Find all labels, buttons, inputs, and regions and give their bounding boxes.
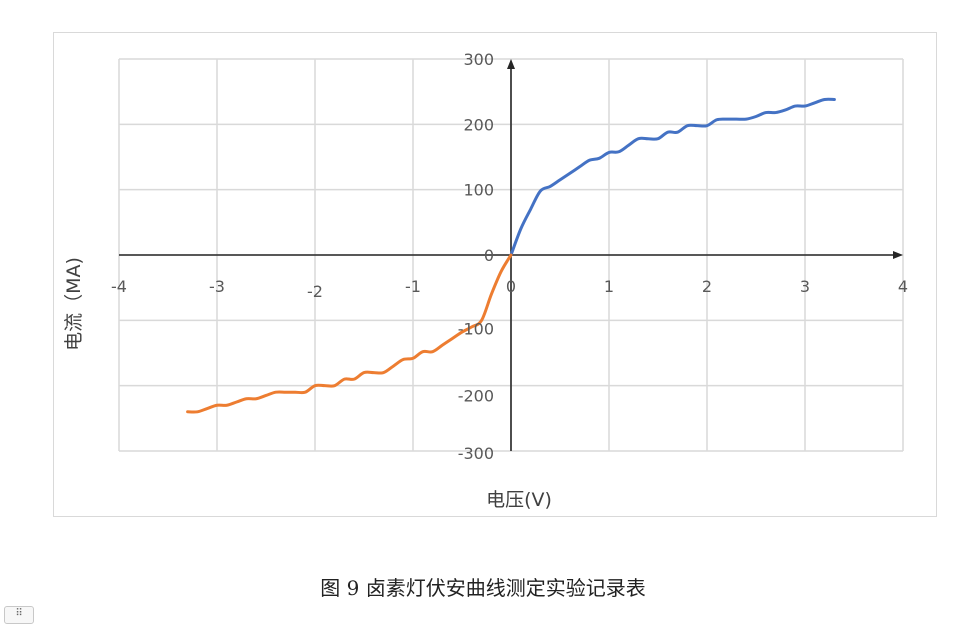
y-tick-label: -300 — [458, 444, 494, 463]
tick-labels: -4 -3 -2 -1 0 1 2 3 4 300 200 100 0 -100 -200 -300 — [111, 50, 908, 463]
x-tick-label: -3 — [209, 277, 225, 296]
x-tick-label: 2 — [702, 277, 712, 296]
series-line-1 — [509, 97, 836, 257]
x-tick-label: 3 — [800, 277, 810, 296]
y-tick-label: 100 — [463, 181, 494, 200]
drag-handle-icon[interactable]: ⠿ — [4, 606, 34, 624]
x-tick-label: -1 — [405, 277, 421, 296]
y-tick-label: 0 — [484, 246, 494, 265]
y-axis-arrow-icon — [507, 59, 515, 69]
x-tick-label: 1 — [604, 277, 614, 296]
x-tick-label: -4 — [111, 277, 127, 296]
x-axis-title: 电压(V) — [486, 489, 552, 511]
y-axis-title: 电流（MA) — [63, 257, 85, 351]
y-tick-label: 200 — [463, 115, 494, 134]
chart-frame — [53, 32, 937, 517]
y-tick-label: -200 — [458, 387, 494, 406]
x-axis-arrow-icon — [893, 251, 903, 259]
y-tick-label: 300 — [463, 50, 494, 69]
y-tick-label: -100 — [458, 319, 494, 338]
x-tick-label: -2 — [307, 282, 323, 301]
series-line-2 — [186, 253, 513, 414]
figure-caption: 图 9 卤素灯伏安曲线测定实验记录表 — [320, 576, 646, 600]
x-tick-label: 0 — [506, 277, 516, 296]
series-layer — [186, 97, 836, 414]
x-tick-label: 4 — [898, 277, 908, 296]
